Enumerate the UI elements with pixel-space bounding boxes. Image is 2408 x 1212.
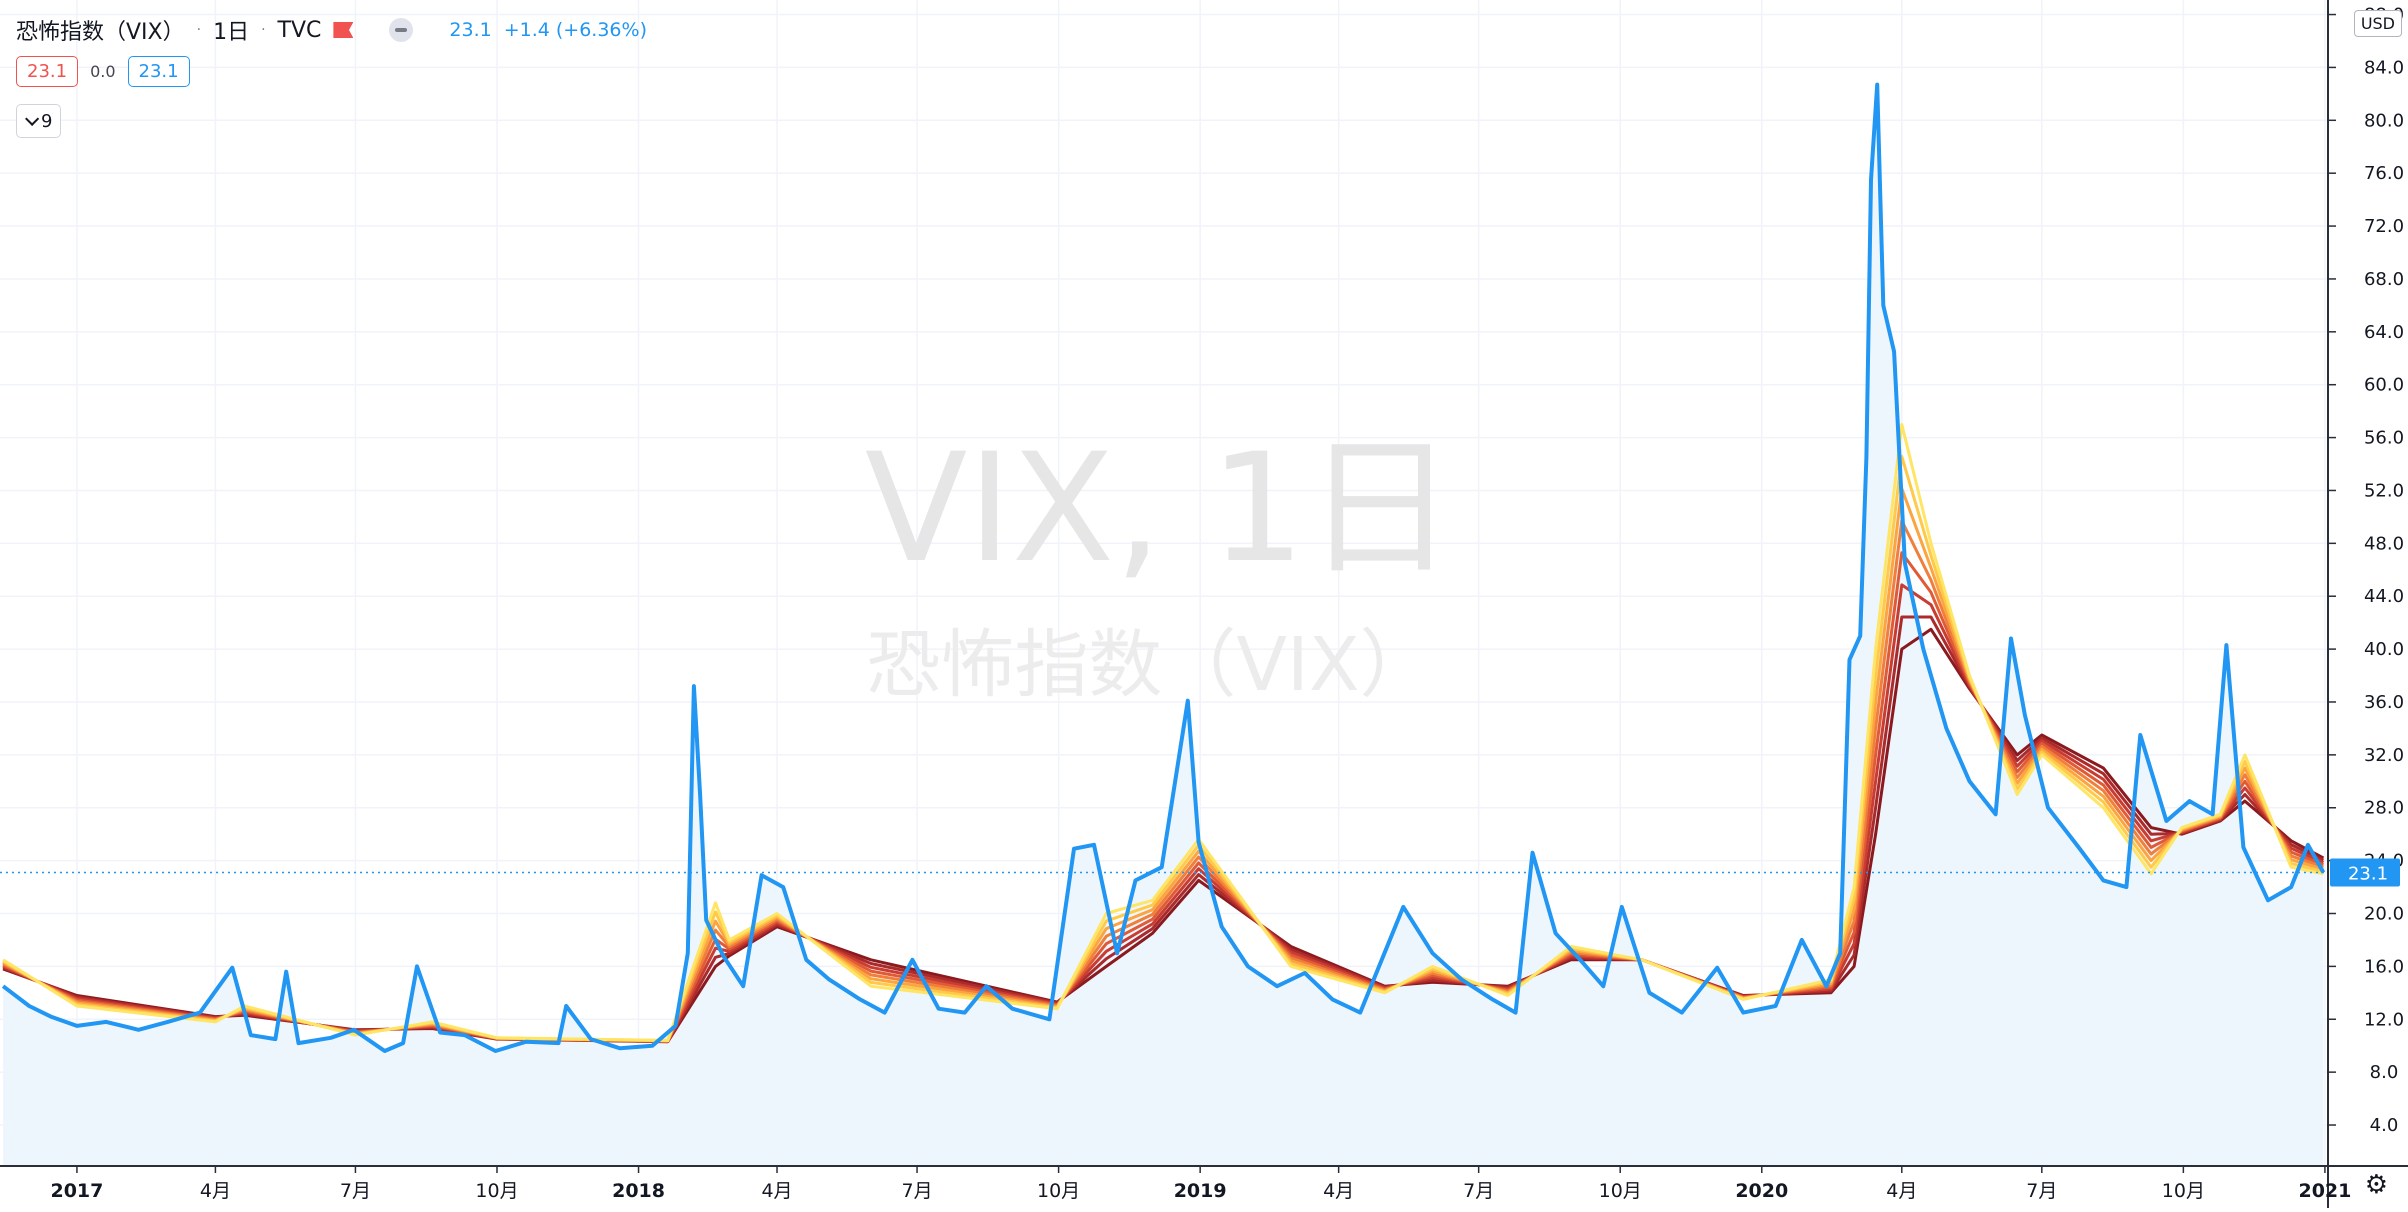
y-tick-label: 28.0 <box>2364 798 2404 819</box>
indicator-value-1: 23.1 <box>16 56 79 87</box>
last-price-marker <box>2330 858 2400 887</box>
chevron-down-icon <box>25 111 40 126</box>
separator-dot: · <box>196 22 202 38</box>
ma-ribbon-line <box>2 422 2324 1042</box>
x-tick-label: 2018 <box>612 1180 665 1202</box>
exchange-label: TVC <box>277 17 322 43</box>
x-tick-label: 10月 <box>1037 1180 1080 1202</box>
y-tick-label: 56.0 <box>2364 428 2404 449</box>
y-tick-label: 4.0 <box>2370 1115 2399 1136</box>
price-line <box>1 82 2326 1053</box>
x-tick-label: 7月 <box>901 1180 932 1202</box>
y-tick-label: 64.0 <box>2364 322 2404 343</box>
x-tick-label: 4月 <box>200 1180 231 1202</box>
y-tick-label: 44.0 <box>2364 586 2404 607</box>
y-tick-label: 76.0 <box>2364 163 2404 184</box>
y-tick-label: 32.0 <box>2364 745 2404 766</box>
y-tick-label: 48.0 <box>2364 533 2404 554</box>
y-tick-label: 52.0 <box>2364 480 2404 501</box>
ma-ribbon <box>2 422 2325 1044</box>
y-tick-label: 20.0 <box>2364 903 2404 924</box>
indicator-value-3: 23.1 <box>127 56 190 87</box>
x-tick-label: 10月 <box>475 1180 518 1202</box>
x-tick-label: 4月 <box>1886 1180 1917 1202</box>
y-tick-label: 36.0 <box>2364 692 2404 713</box>
y-tick-label: 80.0 <box>2364 110 2404 131</box>
x-tick-label: 4月 <box>1323 1180 1354 1202</box>
indicator-legend: 23.1 0.0 23.1 <box>16 56 190 87</box>
watermark-name: 恐怖指数（VIX） <box>866 622 1433 708</box>
legend-header: 恐怖指数（VIX） · 1日 · TVC 23.1 +1.4 (+6.36%) <box>16 14 647 46</box>
y-tick-label: 72.0 <box>2364 216 2404 237</box>
interval-label[interactable]: 1日 <box>213 20 250 45</box>
y-tick-label: 16.0 <box>2364 956 2404 977</box>
gear-icon[interactable]: ⚙ <box>2364 1170 2388 1200</box>
y-tick-label: 12.0 <box>2364 1009 2404 1030</box>
price-series <box>1 82 2326 1053</box>
x-tick-label: 2017 <box>50 1180 103 1202</box>
y-tick-label: 84.0 <box>2364 57 2404 78</box>
x-tick-label: 2019 <box>1174 1180 1227 1202</box>
price-change: +1.4 (+6.36%) <box>503 19 647 41</box>
y-tick-label: 60.0 <box>2364 375 2404 396</box>
separator-dot: · <box>261 22 266 38</box>
hide-legend-icon[interactable] <box>389 18 414 42</box>
watermark-symbol: VIX, 1日 <box>865 422 1455 596</box>
y-tick-label: 8.0 <box>2370 1062 2399 1083</box>
indicator-value-2: 0.0 <box>90 62 116 81</box>
time-scale-bg[interactable] <box>0 1166 2328 1208</box>
y-tick-label: 68.0 <box>2364 269 2404 290</box>
price-area <box>3 84 2324 1167</box>
x-tick-label: 4月 <box>761 1180 792 1202</box>
currency-badge[interactable]: USD <box>2353 10 2402 37</box>
symbol-title[interactable]: 恐怖指数（VIX） <box>16 20 185 45</box>
last-price: 23.1 <box>449 19 492 41</box>
legend-collapse-button[interactable]: 9 <box>16 104 62 138</box>
x-tick-label: 7月 <box>1463 1180 1494 1202</box>
x-tick-label: 10月 <box>1599 1180 1642 1202</box>
x-tick-label: 7月 <box>340 1180 371 1202</box>
last-price-label: 23.1 <box>2348 864 2388 885</box>
x-tick-label: 7月 <box>2026 1180 2057 1202</box>
x-tick-label: 2020 <box>1735 1180 1788 1202</box>
price-area-fill <box>3 84 2324 1167</box>
watermark: VIX, 1日 恐怖指数（VIX） <box>865 422 1455 708</box>
y-tick-label: 40.0 <box>2364 639 2404 660</box>
price-scale-bg[interactable] <box>2328 0 2408 1208</box>
flag-icon[interactable] <box>333 22 354 38</box>
x-tick-label: 10月 <box>2162 1180 2205 1202</box>
x-tick-label: 2021 <box>2298 1180 2351 1202</box>
collapse-count: 9 <box>41 110 53 132</box>
